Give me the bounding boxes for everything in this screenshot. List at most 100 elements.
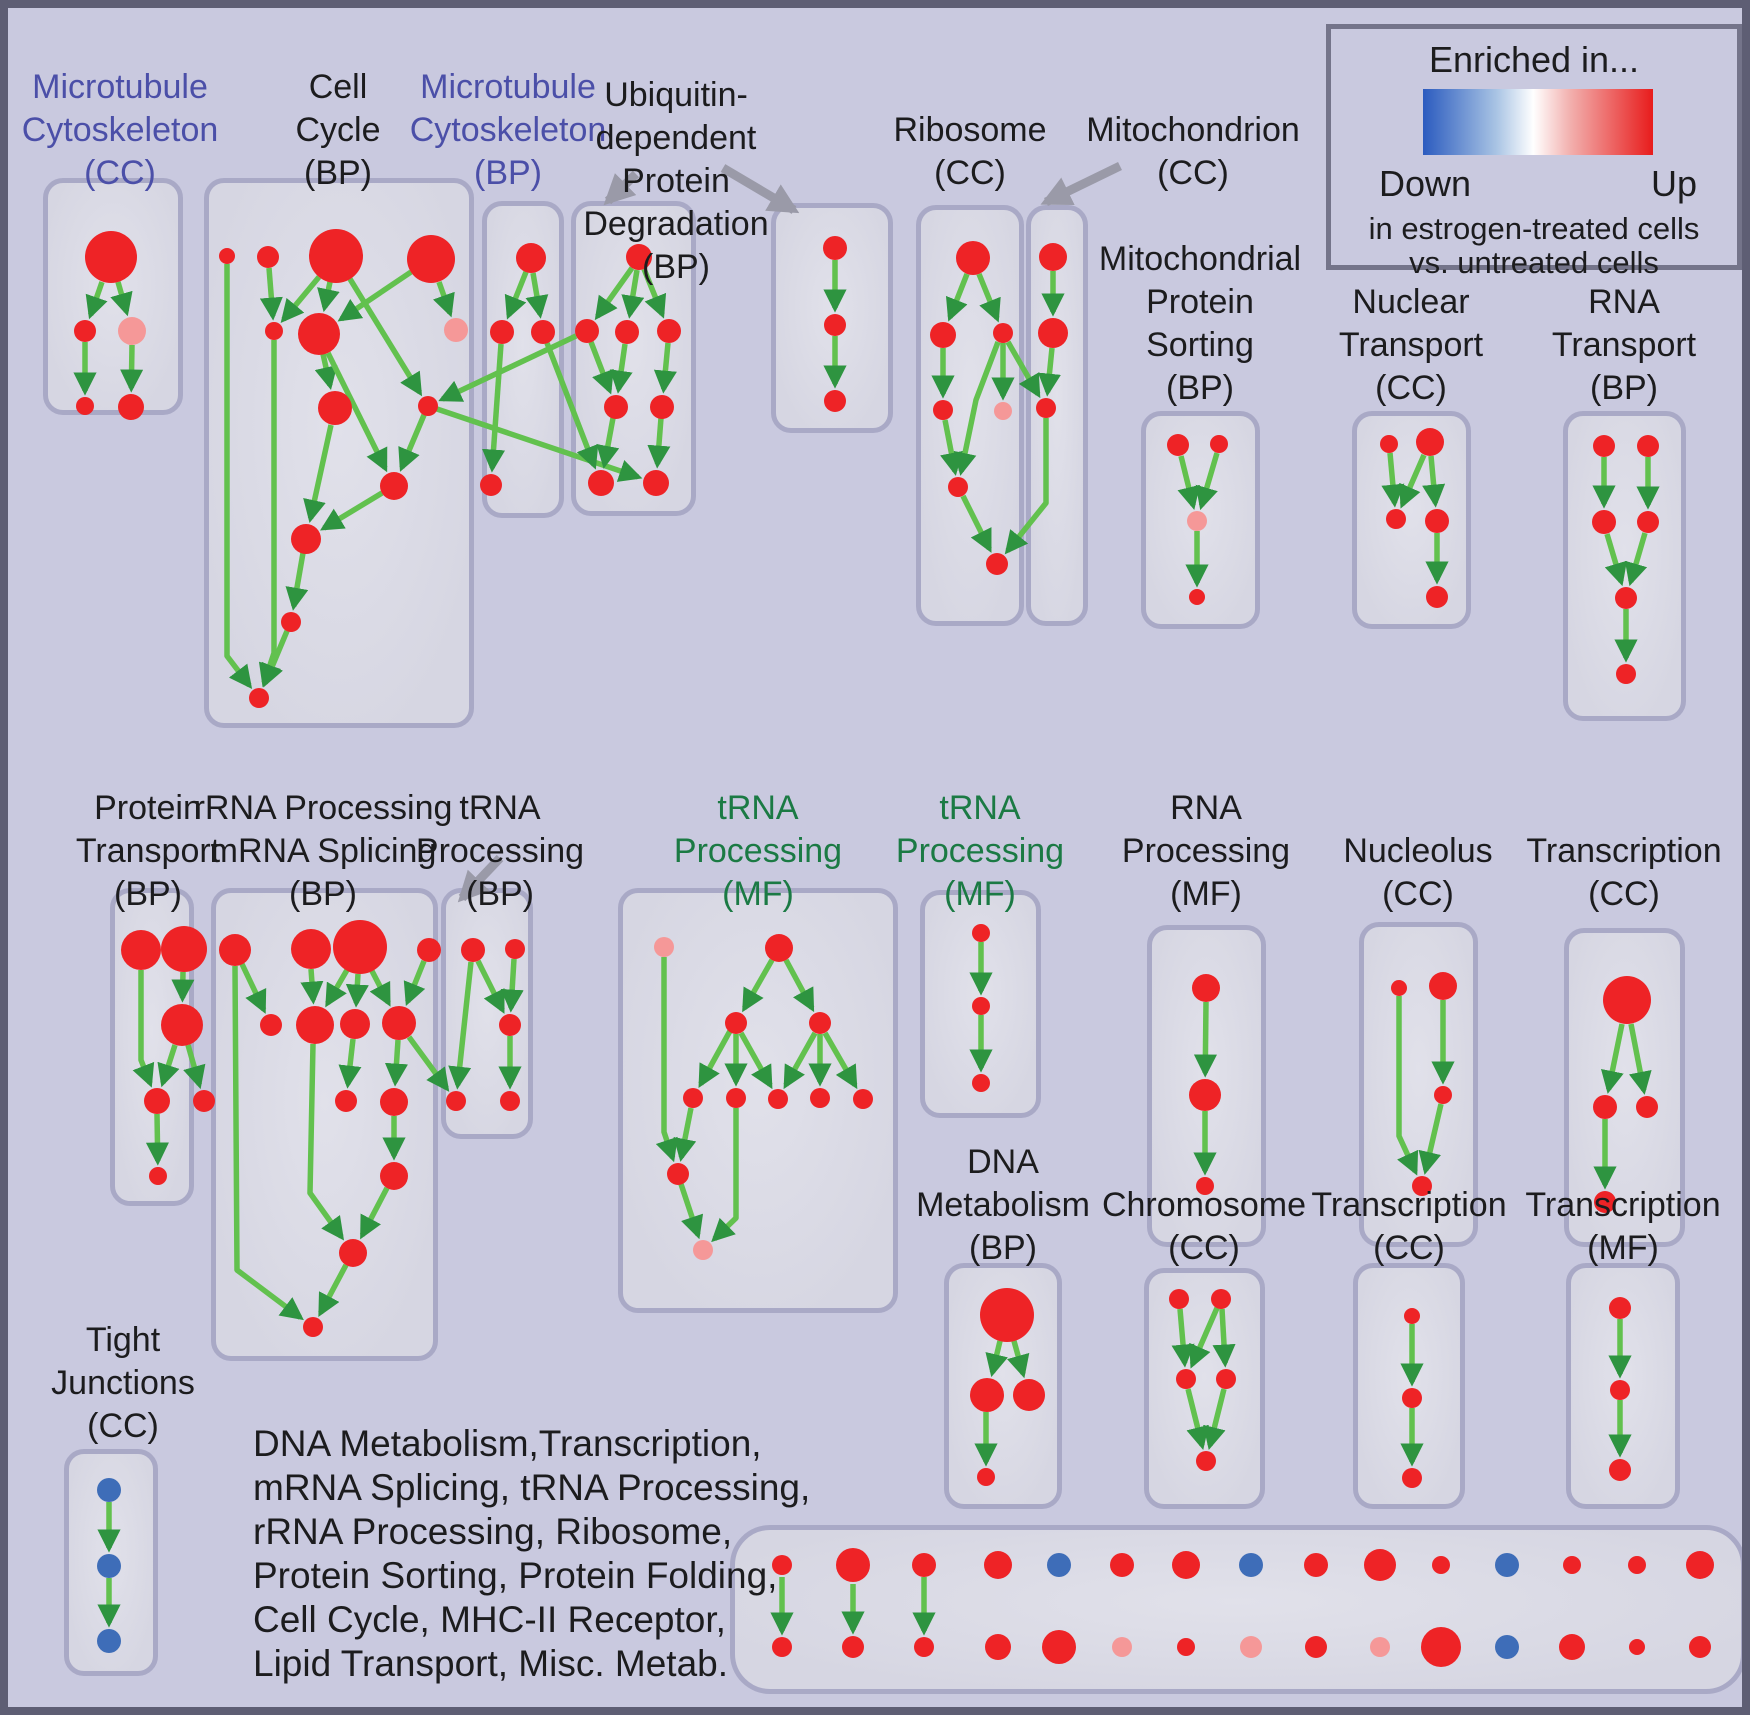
cluster-label-line: Processing [415, 832, 585, 870]
cluster-label-line: (CC) [1375, 369, 1447, 407]
cluster-label-line: (BP) [1166, 369, 1234, 407]
legend-box: Enriched in... Down Up in estrogen-treat… [1326, 24, 1742, 280]
cluster-label-line: (CC) [1373, 1229, 1445, 1267]
cluster-label-line: Transport [1338, 326, 1484, 364]
legend-up-label: Up [1650, 163, 1697, 204]
cluster-label-line: mRNA Splicing [209, 832, 437, 870]
cluster-label-line: (BP) [969, 1229, 1037, 1267]
cluster-box-cell-cycle-bp [204, 178, 474, 728]
cluster-label-line: Microtubule [420, 68, 596, 106]
cluster-box-trna-processing-bp [441, 888, 533, 1139]
cluster-label-line: Transcription [1311, 1186, 1507, 1224]
legend-down-label: Down [1379, 163, 1472, 204]
legend-caption-line2: vs. untreated cells [1409, 245, 1659, 280]
cluster-label-line: (CC) [1588, 875, 1660, 913]
cluster-label-line: tRNA [939, 789, 1021, 827]
cluster-label-line: (BP) [473, 154, 542, 192]
cluster-label-line: Junctions [51, 1364, 195, 1402]
cluster-label-line: Metabolism [916, 1186, 1090, 1224]
cluster-label-ubiquitin-bp: Ubiquitin-dependent Protein Degradation (BP… [583, 74, 768, 289]
cluster-box-ubiquitin-bp [771, 203, 893, 433]
cluster-label-line: tRNA [717, 789, 799, 827]
cluster-label-line: RNA [1170, 789, 1242, 827]
cluster-box-trna-processing-mf-1 [618, 888, 898, 1313]
cluster-label-line: Mitochondrial [1098, 240, 1302, 278]
cluster-box-nucleolus-cc [1359, 922, 1478, 1247]
cluster-label-rna-processing-mf: RNA Processing (MF) [1122, 787, 1290, 916]
cluster-label-line: (CC) [87, 1407, 159, 1445]
cluster-label-transcription-mf: Transcription (MF) [1525, 1184, 1720, 1270]
cluster-label-line: (CC) [1157, 154, 1229, 192]
misc-note: DNA Metabolism,Transcription, mRNA Splici… [253, 1422, 810, 1686]
cluster-label-line: tRNA [459, 789, 541, 827]
cluster-label-line: Nuclear [1352, 283, 1470, 321]
cluster-label-line: Processing [1121, 832, 1291, 870]
cluster-label-line: Protein [94, 789, 202, 827]
cluster-box-protein-transport-bp [110, 888, 194, 1206]
cluster-box-rrna-processing-mrna-splicing-bp [211, 888, 438, 1361]
cluster-box-transcription-cc-bottom [1353, 1263, 1465, 1509]
misc-note-line: Lipid Transport, Misc. Metab. [253, 1643, 729, 1684]
cluster-label-line: Protein [622, 162, 730, 200]
misc-note-line: mRNA Splicing, tRNA Processing, [253, 1467, 811, 1508]
cluster-label-line: RNA [1588, 283, 1660, 321]
cluster-label-line: (CC) [1382, 875, 1454, 913]
cluster-label-line: (MF) [1587, 1229, 1659, 1267]
cluster-label-ribosome-cc: Ribosome (CC) [893, 109, 1046, 195]
cluster-label-nucleolus-cc: Nucleolus (CC) [1343, 830, 1492, 916]
cluster-box-misc-enrichment [730, 1525, 1742, 1694]
misc-note-line: Cell Cycle, MHC-II Receptor, [253, 1599, 726, 1640]
cluster-label-line: dependent [595, 119, 757, 157]
cluster-label-line: Cell [308, 68, 368, 106]
cluster-label-rna-transport-bp: RNA Transport (BP) [1552, 281, 1696, 410]
cluster-label-mito-protein-sorting-bp: Mitochondrial Protein Sorting (BP) [1099, 238, 1301, 410]
cluster-box-mito-protein-sorting-bp [1141, 411, 1260, 629]
cluster-label-line: (CC) [1168, 1229, 1240, 1267]
cluster-label-line: (BP) [1589, 369, 1658, 407]
cluster-label-line: Transcription [1526, 832, 1722, 870]
cluster-label-line: Processing [673, 832, 843, 870]
cluster-box-tight-junctions-cc [64, 1449, 158, 1676]
cluster-label-dna-metabolism-bp: DNA Metabolism (BP) [916, 1141, 1090, 1270]
cluster-label-line: Transport [75, 832, 221, 870]
cluster-label-line: (BP) [113, 875, 182, 913]
cluster-label-mitochondrion-cc: Mitochondrion (CC) [1086, 109, 1300, 195]
cluster-label-microtubule-bp: Microtubule Cytoskeleton (BP) [410, 66, 607, 195]
cluster-label-line: (MF) [944, 875, 1016, 913]
cluster-label-line: (BP) [289, 875, 357, 913]
cluster-label-line: Ubiquitin- [604, 76, 748, 114]
cluster-box-trna-processing-mf-2 [920, 890, 1041, 1118]
cluster-label-line: Nucleolus [1343, 832, 1493, 870]
cluster-label-line: Processing [895, 832, 1065, 870]
cluster-label-cell-cycle-bp: Cell Cycle (BP) [295, 66, 380, 195]
cluster-label-line: (BP) [304, 154, 372, 192]
cluster-label-line: Microtubule [32, 68, 208, 106]
cluster-label-transcription-cc-bottom: Transcription (CC) [1311, 1184, 1506, 1270]
cluster-label-microtubule-cc: Microtubule Cytoskeleton (CC) [22, 66, 219, 195]
cluster-label-tight-junctions-cc: Tight Junctions (CC) [51, 1319, 195, 1448]
cluster-label-line: (BP) [642, 248, 710, 286]
cluster-label-line: Cytoskeleton [409, 111, 607, 149]
legend-title: Enriched in... [1428, 39, 1640, 80]
misc-note-line: Protein Sorting, Protein Folding, [253, 1555, 778, 1596]
cluster-label-line: Ribosome [893, 111, 1047, 149]
cluster-label-line: Degradation [583, 205, 769, 243]
misc-note-line: rRNA Processing, Ribosome, [253, 1511, 733, 1552]
cluster-label-line: Mitochondrion [1086, 111, 1300, 149]
cluster-label-line: (BP) [465, 875, 534, 913]
cluster-label-line: (CC) [84, 154, 156, 192]
cluster-label-line: (MF) [1170, 875, 1242, 913]
cluster-label-line: DNA [967, 1143, 1039, 1181]
cluster-box-microtubule-cc [43, 178, 183, 415]
cluster-label-protein-transport-bp: Protein Transport (BP) [76, 787, 220, 916]
misc-note-line: DNA Metabolism,Transcription, [253, 1423, 762, 1464]
cluster-box-dna-metabolism-bp [944, 1263, 1062, 1509]
cluster-label-line: Chromosome [1101, 1186, 1307, 1224]
cluster-box-rna-transport-bp [1563, 411, 1686, 721]
cluster-label-line: Cytoskeleton [21, 111, 219, 149]
cluster-label-nuclear-transport-cc: Nuclear Transport (CC) [1339, 281, 1483, 410]
cluster-box-ribosome-cc [916, 205, 1024, 626]
cluster-box-mitochondrion-cc [1026, 205, 1088, 626]
cluster-label-trna-processing-mf-1: tRNA Processing (MF) [674, 787, 842, 916]
cluster-label-line: Transport [1551, 326, 1697, 364]
